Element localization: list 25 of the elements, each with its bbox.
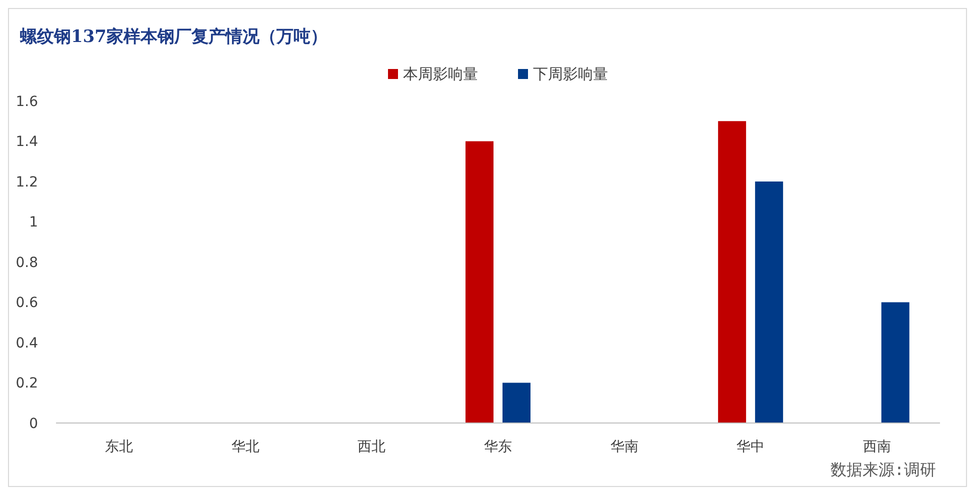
bar: [466, 141, 494, 423]
y-tick-label: 1.2: [16, 174, 38, 190]
x-tick-label: 华南: [610, 439, 638, 455]
source-note: 数据来源:调研: [830, 460, 936, 479]
x-tick-label: 华东: [484, 439, 512, 455]
y-tick-label: 0.4: [16, 335, 38, 352]
x-tick-label: 华北: [231, 439, 260, 455]
x-tick-label: 西北: [358, 439, 386, 455]
bar: [755, 182, 784, 423]
y-tick-label: 0.8: [16, 254, 38, 271]
y-tick-label: 1.4: [16, 134, 38, 150]
x-tick-label: 华中: [736, 439, 765, 455]
bar: [881, 302, 910, 423]
bar: [718, 121, 746, 423]
y-tick-label: 0: [29, 416, 38, 432]
y-tick-label: 0.2: [16, 376, 38, 392]
x-tick-label: 东北: [105, 439, 134, 455]
y-tick-label: 1.6: [16, 94, 38, 110]
legend-label: 本周影响量: [403, 65, 478, 83]
legend-label: 下周影响量: [533, 65, 608, 83]
y-tick-label: 0.6: [16, 295, 38, 312]
x-tick-label: 西南: [862, 439, 891, 455]
bar: [502, 382, 530, 423]
y-tick-label: 1: [29, 214, 38, 231]
chart-title: 螺纹钢137家样本钢厂复产情况（万吨）: [19, 27, 328, 47]
